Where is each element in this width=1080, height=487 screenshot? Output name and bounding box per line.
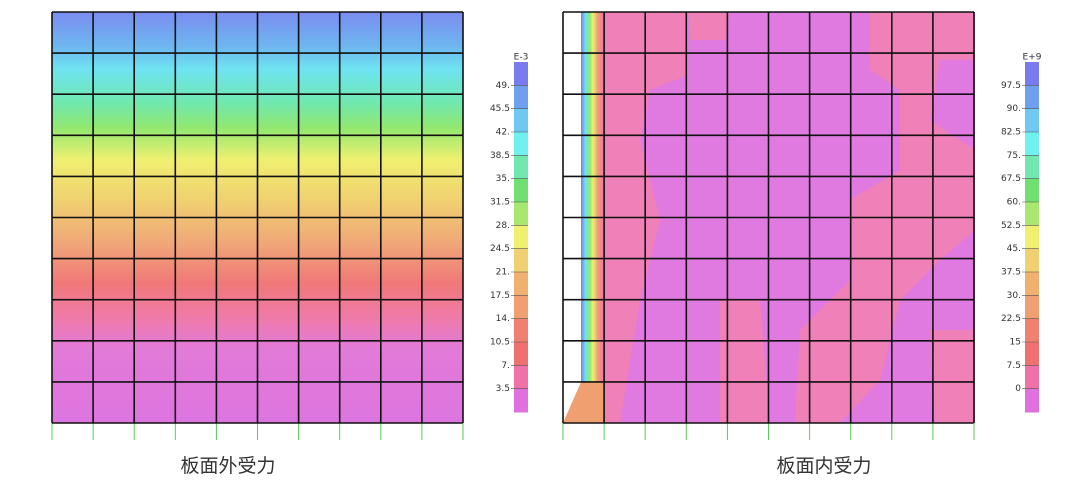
legend-label: 42. xyxy=(496,128,510,138)
legend-band xyxy=(514,342,528,366)
legend-exponent: E+9 xyxy=(1023,53,1042,63)
legend-label: 17.5 xyxy=(490,291,510,301)
legend-band xyxy=(1025,62,1039,86)
legend-label: 31.5 xyxy=(490,198,510,208)
legend-label: 14. xyxy=(496,314,510,324)
legend-exponent: E-3 xyxy=(514,53,529,63)
caption: 板面外受力 xyxy=(180,455,275,477)
legend-band xyxy=(1025,155,1039,180)
legend-band xyxy=(514,295,528,320)
legend-label: 82.5 xyxy=(1001,128,1021,138)
legend-label: 3.5 xyxy=(496,384,510,394)
legend-label: 7. xyxy=(501,361,510,371)
legend-label: 90. xyxy=(1007,104,1021,114)
legend-label: 60. xyxy=(1007,198,1021,208)
legend-band xyxy=(1025,108,1039,133)
legend-band xyxy=(1025,225,1039,250)
legend-band xyxy=(514,85,528,110)
legend-band xyxy=(514,62,528,86)
legend-band xyxy=(514,318,528,343)
legend-band xyxy=(514,225,528,250)
legend-band xyxy=(514,132,528,156)
legend-label: 21. xyxy=(496,268,510,278)
legend-label: 38.5 xyxy=(490,151,510,161)
legend-band xyxy=(514,272,528,296)
legend-band xyxy=(1025,295,1039,320)
legend-band xyxy=(1025,272,1039,296)
legend-band xyxy=(1025,202,1039,226)
legend-label: 22.5 xyxy=(1001,314,1021,324)
legend-label: 15 xyxy=(1010,338,1021,348)
legend-label: 7.5 xyxy=(1007,361,1021,371)
legend-band xyxy=(514,155,528,180)
legend-band xyxy=(1025,342,1039,366)
legend-label: 97.5 xyxy=(1001,81,1021,91)
legend-band xyxy=(1025,365,1039,390)
legend-label: 37.5 xyxy=(1001,268,1021,278)
edge-strip xyxy=(581,12,603,382)
legend-band xyxy=(1025,388,1039,413)
legend-label: 10.5 xyxy=(490,338,510,348)
legend-label: 45.5 xyxy=(490,104,510,114)
corner xyxy=(563,382,603,423)
legend-label: 28. xyxy=(496,221,510,231)
legend-label: 52.5 xyxy=(1001,221,1021,231)
legend-band xyxy=(514,108,528,133)
legend-label: 49. xyxy=(496,81,510,91)
legend-label: 45. xyxy=(1007,244,1021,254)
legend-band xyxy=(1025,318,1039,343)
legend-label: 30. xyxy=(1007,291,1021,301)
legend-band xyxy=(1025,132,1039,156)
legend-label: 24.5 xyxy=(490,244,510,254)
legend-band xyxy=(1025,248,1039,273)
legend-band xyxy=(514,388,528,413)
legend-label: 35. xyxy=(496,174,510,184)
legend-band xyxy=(514,178,528,203)
legend-label: 75. xyxy=(1007,151,1021,161)
legend-band xyxy=(1025,85,1039,110)
legend-label: 0 xyxy=(1015,384,1021,394)
legend-label: 67.5 xyxy=(1001,174,1021,184)
legend-band xyxy=(1025,178,1039,203)
legend-band xyxy=(514,365,528,390)
caption: 板面内受力 xyxy=(776,455,871,477)
legend-band xyxy=(514,202,528,226)
legend-band xyxy=(514,248,528,273)
